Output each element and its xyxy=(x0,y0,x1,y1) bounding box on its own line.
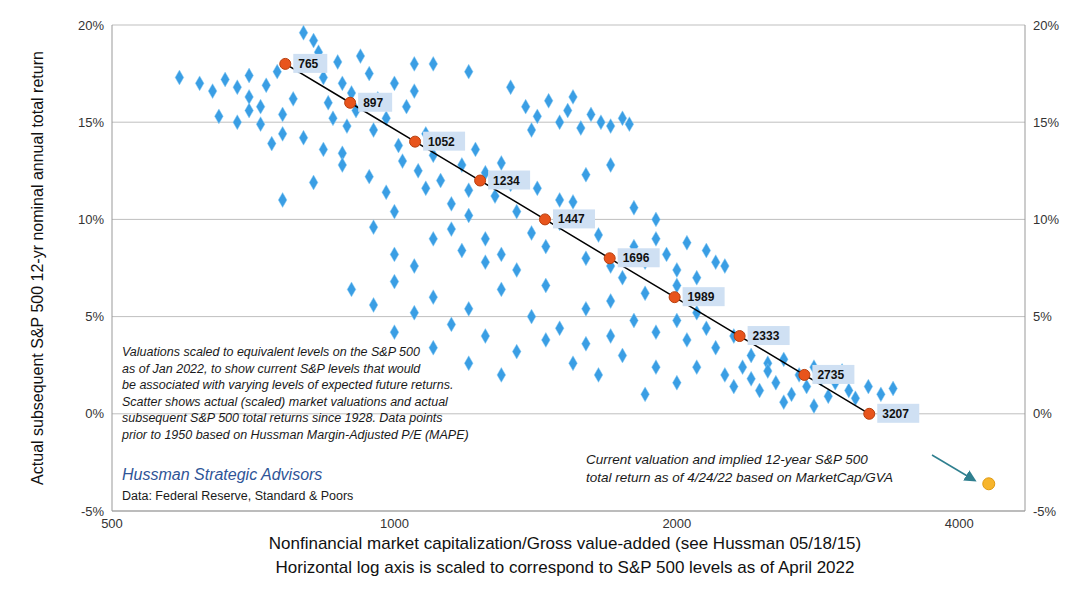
svg-text:1052: 1052 xyxy=(428,135,455,149)
svg-text:2735: 2735 xyxy=(817,368,844,382)
svg-text:20%: 20% xyxy=(1033,18,1059,33)
html-text:Hussman Strategic Advisors: Hussman Strategic Advisors xyxy=(122,466,323,483)
svg-text:15%: 15% xyxy=(78,115,104,130)
svg-text:1696: 1696 xyxy=(623,251,650,265)
svg-text:1989: 1989 xyxy=(688,290,715,304)
svg-text:-5%: -5% xyxy=(1033,504,1057,519)
html-text:subsequent S&P 500 total retur: subsequent S&P 500 total returns since 1… xyxy=(122,411,443,425)
html-text:Horizontal log axis is scaled: Horizontal log axis is scaled to corresp… xyxy=(275,558,855,577)
svg-text:10%: 10% xyxy=(1033,212,1059,227)
html-text:Valuations scaled to equivalen: Valuations scaled to equivalent levels o… xyxy=(122,345,420,359)
html-text:Scatter shows actual (scaled): Scatter shows actual (scaled) market val… xyxy=(122,394,448,409)
svg-text:3207: 3207 xyxy=(882,407,909,421)
html-text:as of Jan 2022, to show curren: as of Jan 2022, to show current S&P leve… xyxy=(122,361,421,376)
svg-text:20%: 20% xyxy=(78,18,104,33)
svg-text:1234: 1234 xyxy=(493,174,520,188)
html-text:Data: Federal Reserve, Standar: Data: Federal Reserve, Standard & Poors xyxy=(122,489,354,503)
svg-text:5%: 5% xyxy=(1033,309,1052,324)
svg-text:-5%: -5% xyxy=(81,504,105,519)
svg-text:5%: 5% xyxy=(85,309,104,324)
svg-text:500: 500 xyxy=(101,516,123,531)
html-text:Current valuation and implied: Current valuation and implied 12-year S&… xyxy=(586,452,868,467)
html-text:Actual subsequent S&P 500 12-y: Actual subsequent S&P 500 12-yr nominal … xyxy=(29,51,46,485)
html-text:Nonfinancial market capitaliza: Nonfinancial market capitalization/Gross… xyxy=(268,534,862,553)
svg-text:1447: 1447 xyxy=(558,212,585,226)
svg-text:897: 897 xyxy=(363,96,383,110)
svg-text:10%: 10% xyxy=(78,212,104,227)
html-text:prior to 1950 based on Hussman: prior to 1950 based on Hussman Margin-Ad… xyxy=(122,427,469,442)
html-text:be associated with varying lev: be associated with varying levels of exp… xyxy=(122,378,454,392)
svg-text:2333: 2333 xyxy=(753,329,780,343)
svg-text:765: 765 xyxy=(298,57,318,71)
svg-text:0%: 0% xyxy=(85,406,104,421)
html-text:total return as of 4/24/22 bas: total return as of 4/24/22 based on Mark… xyxy=(586,470,893,485)
svg-text:2000: 2000 xyxy=(662,516,691,531)
svg-text:4000: 4000 xyxy=(945,516,974,531)
svg-text:0%: 0% xyxy=(1033,406,1052,421)
svg-text:1000: 1000 xyxy=(380,516,409,531)
svg-text:15%: 15% xyxy=(1033,115,1059,130)
